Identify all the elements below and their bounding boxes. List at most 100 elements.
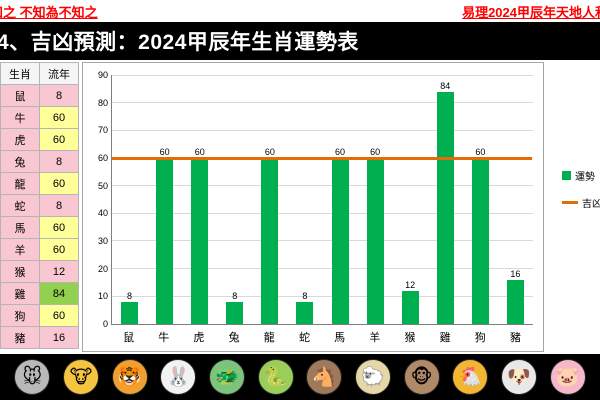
y-axis-label: 50: [97, 180, 108, 191]
y-axis-label: 0: [102, 319, 108, 329]
bar-value-label: 84: [440, 80, 451, 91]
table-header-year: 流年: [39, 62, 79, 85]
chart-bar: [506, 279, 524, 324]
gridline: [112, 295, 533, 297]
cell-zodiac: 兔: [0, 150, 40, 173]
x-axis-label: 猴: [404, 332, 416, 344]
x-axis-label: 狗: [474, 332, 486, 344]
cell-fortune-value: 16: [39, 326, 79, 349]
cell-zodiac: 虎: [0, 128, 40, 151]
bar-value-label: 60: [475, 147, 486, 157]
x-axis-label: 雞: [439, 332, 451, 344]
chart-bar: [401, 290, 419, 324]
cell-fortune-value: 60: [39, 304, 79, 327]
y-axis-label: 90: [97, 70, 108, 80]
chart-legend: 運勢 吉凶: [562, 168, 600, 222]
x-axis-labels: 鼠牛虎兔龍蛇馬羊猴雞狗豬: [111, 329, 533, 345]
gridline: [112, 240, 533, 242]
zodiac-icon-dragon: 🐲: [208, 359, 245, 395]
top-left-link[interactable]: 知之 不知為不知之: [0, 4, 98, 20]
zodiac-icon-pig: 🐷: [549, 359, 586, 395]
plot-area: 0 10 20 30 40 50 60 70 80 90 8 60 60 8 60 8 60 60 12 84 60 16: [98, 70, 533, 329]
zodiac-icon-monkey: 🐵: [403, 359, 440, 395]
zodiac-icon-strip: 🐭 🐮 🐯 🐰 🐲 🐍 🐴 🐑 🐵 🐔 🐶 🐷: [0, 354, 600, 400]
table-row: 龍 60: [0, 172, 79, 195]
bar-value-label: 12: [405, 279, 416, 290]
zodiac-icon-snake: 🐍: [257, 359, 294, 395]
cell-zodiac: 蛇: [0, 194, 40, 217]
chart-bar: [226, 301, 244, 324]
cell-fortune-value: 84: [39, 282, 79, 305]
bar-slot: 84: [428, 75, 463, 324]
top-right-link[interactable]: 易理2024甲辰年天地人和: [462, 4, 600, 20]
gridline: [112, 74, 533, 76]
y-axis-label: 20: [97, 263, 108, 274]
cell-zodiac: 馬: [0, 216, 40, 239]
table-row: 雞 84: [0, 282, 79, 305]
x-axis-label: 羊: [369, 332, 381, 344]
x-axis-label: 虎: [193, 332, 205, 344]
x-axis-label: 兔: [228, 332, 240, 344]
cell-zodiac: 羊: [0, 238, 40, 261]
bar-value-label: 60: [370, 147, 381, 157]
zodiac-icon-tiger: 🐯: [111, 359, 148, 395]
bar-value-label: 60: [335, 147, 346, 157]
chart-bar: [471, 158, 489, 324]
bar-slot: 8: [217, 75, 252, 324]
zodiac-fortune-table: 生肖 流年 鼠 8 牛 60 虎 60 兔 8 龍 60 蛇 8 馬 60 羊 60 猴 12 雞 84 狗 60 豬 16: [0, 62, 79, 349]
table-row: 豬 16: [0, 326, 79, 349]
chart-bar: [156, 158, 174, 324]
gridline: [112, 212, 533, 214]
y-axis-label: 80: [97, 97, 108, 108]
zodiac-icon-goat: 🐑: [354, 359, 391, 395]
cell-zodiac: 牛: [0, 106, 40, 129]
chart-bar: [366, 158, 384, 324]
y-axis-label: 70: [97, 125, 108, 136]
bar-slot: 12: [393, 75, 428, 324]
x-axis-label: 鼠: [123, 332, 135, 344]
cell-fortune-value: 60: [39, 238, 79, 261]
chart-bar: [261, 158, 279, 324]
x-axis-label: 龍: [263, 332, 275, 344]
zodiac-icon-rat: 🐭: [14, 359, 51, 395]
chart-bar: [191, 158, 209, 324]
bars-container: 8 60 60 8 60 8 60 60 12 84 60 16: [112, 75, 533, 324]
cell-zodiac: 猴: [0, 260, 40, 283]
table-row: 牛 60: [0, 106, 79, 129]
bar-value-label: 16: [510, 268, 521, 279]
chart-bar: [436, 91, 454, 324]
cell-fortune-value: 60: [39, 106, 79, 129]
cell-zodiac: 狗: [0, 304, 40, 327]
cell-fortune-value: 12: [39, 260, 79, 283]
gridline: [112, 185, 533, 187]
table-row: 虎 60: [0, 128, 79, 151]
cell-zodiac: 鼠: [0, 84, 40, 107]
bar-slot: 8: [112, 75, 147, 324]
zodiac-icon-dog: 🐶: [500, 359, 537, 395]
y-axis-label: 40: [97, 208, 108, 219]
x-axis-label: 馬: [334, 332, 346, 344]
bar-slot: 60: [252, 75, 287, 324]
bar-value-label: 8: [232, 290, 238, 301]
legend-item-refline: 吉凶: [562, 195, 600, 210]
cell-zodiac: 豬: [0, 326, 40, 349]
bar-slot: 60: [147, 75, 182, 324]
cell-fortune-value: 8: [39, 84, 79, 107]
page-title: 4、吉凶預測：2024甲辰年生肖運勢表: [0, 31, 359, 54]
bar-slot: 60: [182, 75, 217, 324]
fortune-bar-chart: 0 10 20 30 40 50 60 70 80 90 8 60 60 8 60 8 60 60 12 84 60 16…: [82, 62, 544, 352]
table-row: 羊 60: [0, 238, 79, 261]
cell-zodiac: 龍: [0, 172, 40, 195]
zodiac-icon-rooster: 🐔: [452, 359, 489, 395]
table-row: 猴 12: [0, 260, 79, 283]
zodiac-table-body: 鼠 8 牛 60 虎 60 兔 8 龍 60 蛇 8 馬 60 羊 60 猴 12 雞 84 狗 60 豬 16: [0, 84, 79, 349]
bar-slot: 60: [322, 75, 357, 324]
zodiac-icon-rabbit: 🐰: [160, 359, 197, 395]
y-axis-label: 60: [97, 153, 108, 163]
cell-fortune-value: 60: [39, 172, 79, 195]
bar-value-label: 8: [127, 290, 133, 301]
cell-fortune-value: 8: [39, 150, 79, 173]
bar-value-label: 60: [194, 147, 205, 157]
bar-value-label: 8: [302, 290, 308, 301]
